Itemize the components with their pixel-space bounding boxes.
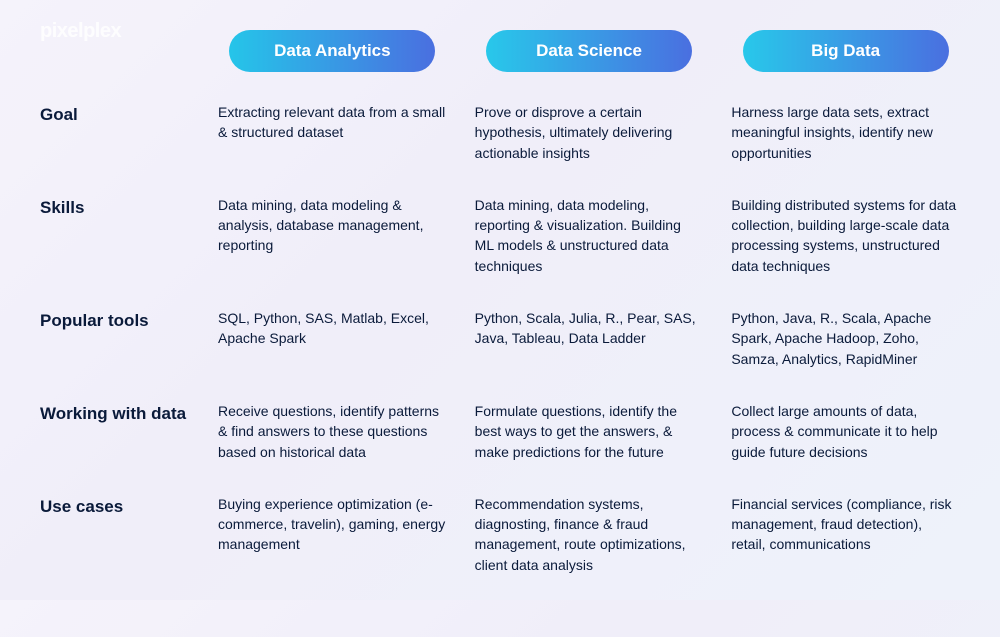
cell-goal-analytics: Extracting relevant data from a small & … bbox=[218, 102, 447, 175]
cell-usecases-science: Recommendation systems, diagnosting, fin… bbox=[475, 494, 704, 607]
cell-tools-analytics: SQL, Python, SAS, Matlab, Excel, Apache … bbox=[218, 308, 447, 381]
row-label-tools: Popular tools bbox=[40, 308, 190, 331]
cell-usecases-bigdata: Financial services (compliance, risk man… bbox=[731, 494, 960, 587]
cell-goal-bigdata: Harness large data sets, extract meaning… bbox=[731, 102, 960, 195]
column-header-data-science: Data Science bbox=[486, 30, 692, 72]
cell-working-bigdata: Collect large amounts of data, process &… bbox=[731, 401, 960, 494]
cell-usecases-analytics: Buying experience optimization (e-commer… bbox=[218, 494, 447, 587]
comparison-table: Data Analytics Data Science Big Data Goa… bbox=[0, 0, 1000, 637]
cell-skills-bigdata: Building distributed systems for data co… bbox=[731, 195, 960, 308]
row-label-skills: Skills bbox=[40, 195, 190, 218]
cell-skills-analytics: Data mining, data modeling & analysis, d… bbox=[218, 195, 447, 288]
cell-tools-science: Python, Scala, Julia, R., Pear, SAS, Jav… bbox=[475, 308, 704, 381]
row-label-usecases: Use cases bbox=[40, 494, 190, 517]
column-header-big-data: Big Data bbox=[743, 30, 949, 72]
cell-goal-science: Prove or disprove a certain hypothesis, … bbox=[475, 102, 704, 195]
column-header-data-analytics: Data Analytics bbox=[229, 30, 435, 72]
cell-working-science: Formulate questions, identify the best w… bbox=[475, 401, 704, 494]
cell-tools-bigdata: Python, Java, R., Scala, Apache Spark, A… bbox=[731, 308, 960, 401]
row-label-working: Working with data bbox=[40, 401, 190, 424]
brand-logo: pixelplex bbox=[40, 20, 121, 43]
cell-skills-science: Data mining, data modeling, reporting & … bbox=[475, 195, 704, 308]
row-label-goal: Goal bbox=[40, 102, 190, 125]
cell-working-analytics: Receive questions, identify patterns & f… bbox=[218, 401, 447, 494]
